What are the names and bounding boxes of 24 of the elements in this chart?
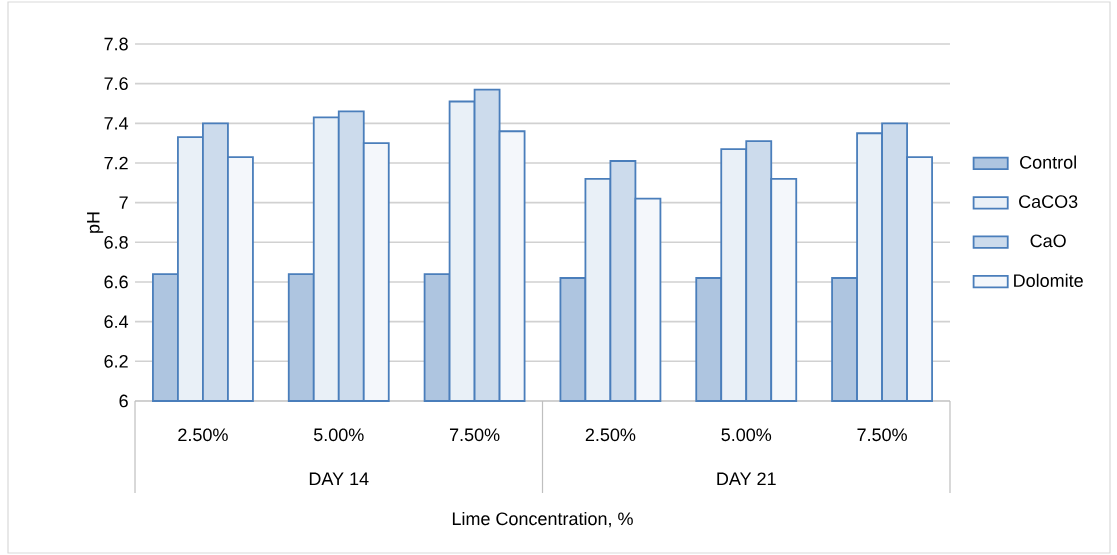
y-tick-label: 6.6 bbox=[104, 275, 128, 289]
x-tick-label: 5.00% bbox=[721, 428, 772, 442]
y-tick-label: 7.2 bbox=[104, 156, 128, 170]
y-tick-label: 6.2 bbox=[104, 354, 128, 368]
x-axis-title: Lime Concentration, % bbox=[452, 511, 633, 528]
x-tick-label: 7.50% bbox=[449, 428, 500, 442]
y-tick-label: 7.4 bbox=[104, 117, 129, 130]
y-tick-label: 7 bbox=[119, 196, 128, 209]
y-axis-title: pH bbox=[87, 212, 104, 233]
x-tick-label: 2.50% bbox=[178, 428, 228, 442]
y-tick-label: 6 bbox=[119, 394, 128, 408]
text: DAY 21 bbox=[717, 472, 776, 485]
y-tick-label: 6.8 bbox=[104, 235, 128, 249]
y-tick-label: 6.4 bbox=[104, 315, 129, 329]
y-tick-label: 7.8 bbox=[104, 37, 128, 51]
legend-label: Control bbox=[1020, 155, 1076, 169]
x-tick-label: 5.00% bbox=[313, 428, 364, 442]
legend-label: CaO bbox=[1030, 234, 1066, 248]
legend-label: CaCO3 bbox=[1019, 195, 1078, 208]
legend-label: Dolomite bbox=[1014, 273, 1083, 287]
y-tick-label: 7.6 bbox=[104, 77, 128, 91]
x-tick-label: 2.50% bbox=[585, 428, 636, 442]
x-tick-label: 7.50% bbox=[857, 428, 907, 442]
text: DAY 14 bbox=[309, 472, 369, 485]
